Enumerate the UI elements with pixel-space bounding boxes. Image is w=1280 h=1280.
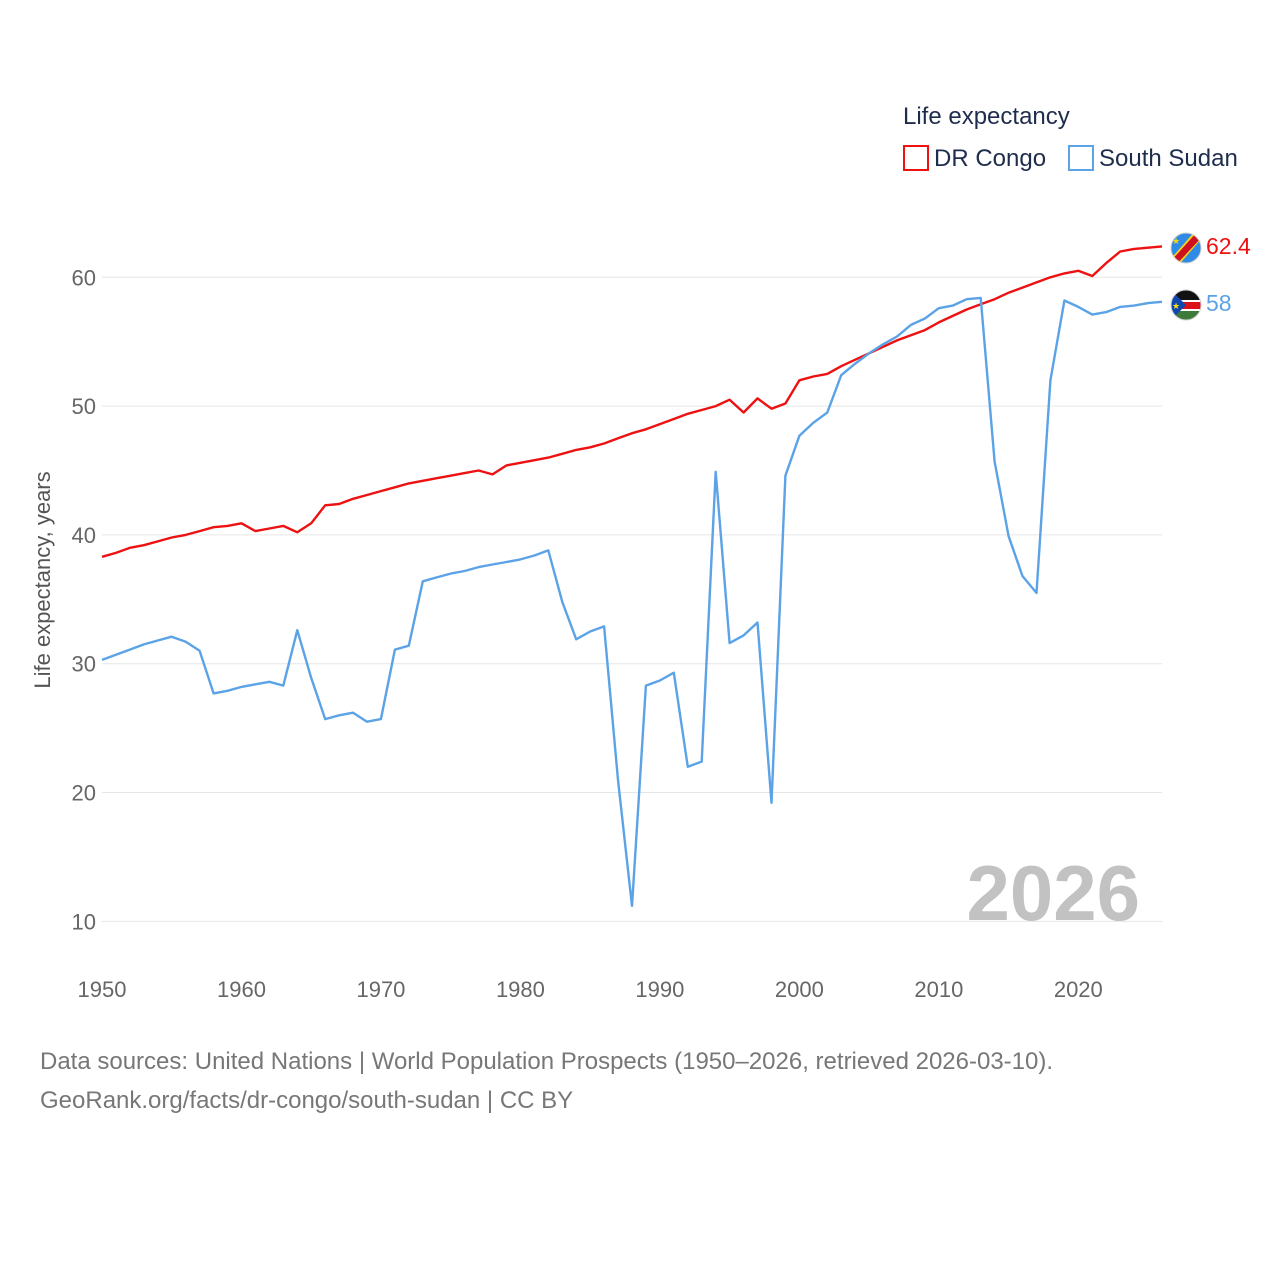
y-tick-label: 60 <box>72 265 96 290</box>
legend-label-south-sudan: South Sudan <box>1099 145 1238 172</box>
svg-text:★: ★ <box>1172 301 1180 311</box>
footer: Data sources: United Nations | World Pop… <box>40 1042 1240 1120</box>
end-value-label-south-sudan: 58 <box>1206 290 1232 316</box>
attribution-link[interactable]: GeoRank.org/facts/dr-congo/south-sudan |… <box>40 1087 574 1114</box>
x-tick-label: 1980 <box>496 977 545 1002</box>
dr-congo-flag-icon: ★ <box>1170 232 1202 264</box>
x-tick-label: 2010 <box>914 977 963 1002</box>
y-tick-label: 30 <box>72 652 96 677</box>
y-axis-label: Life expectancy, years <box>30 471 55 688</box>
legend-swatch-dr-congo <box>903 145 929 171</box>
x-tick-label: 1990 <box>635 977 684 1002</box>
y-tick-label: 50 <box>72 394 96 419</box>
legend-title: Life expectancy <box>903 103 1070 130</box>
data-source-text: Data sources: United Nations | World Pop… <box>40 1048 1054 1075</box>
series-line-south-sudan <box>101 296 1163 908</box>
x-tick-label: 2020 <box>1054 977 1103 1002</box>
x-tick-label: 1970 <box>356 977 405 1002</box>
y-tick-label: 10 <box>72 909 96 934</box>
gridlines <box>102 276 1162 922</box>
life-expectancy-chart: 10 20 30 40 50 60 1950 1960 1970 1980 1990 2000 201… <box>30 103 1251 1002</box>
legend-label-dr-congo: DR Congo <box>934 145 1046 172</box>
series-lines <box>101 245 1163 908</box>
y-tick-label: 20 <box>72 781 96 806</box>
y-axis-ticks: 10 20 30 40 50 60 <box>72 265 96 934</box>
end-value-label-dr-congo: 62.4 <box>1206 233 1251 259</box>
series-line-dr-congo <box>101 245 1163 558</box>
current-year-label: 2026 <box>966 849 1140 937</box>
legend: Life expectancy DR Congo South Sudan <box>903 103 1238 172</box>
x-tick-label: 1950 <box>78 977 127 1002</box>
x-axis-ticks: 1950 1960 1970 1980 1990 2000 2010 2020 <box>78 977 1103 1002</box>
svg-text:★: ★ <box>1172 236 1180 246</box>
south-sudan-flag-icon: ★ <box>1170 289 1202 321</box>
x-tick-label: 1960 <box>217 977 266 1002</box>
y-tick-label: 40 <box>72 523 96 548</box>
x-tick-label: 2000 <box>775 977 824 1002</box>
legend-swatch-south-sudan <box>1068 145 1094 171</box>
